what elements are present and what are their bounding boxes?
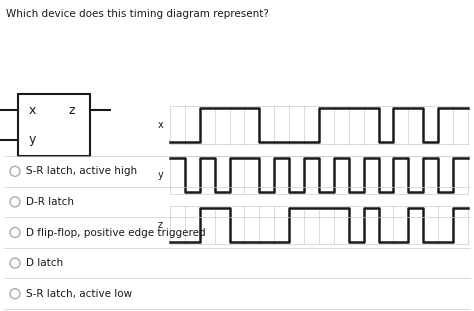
Text: z: z [158, 220, 163, 230]
Text: y: y [157, 170, 163, 180]
Text: Which device does this timing diagram represent?: Which device does this timing diagram re… [6, 9, 269, 19]
Text: S-R latch, active high: S-R latch, active high [26, 166, 137, 176]
Text: x: x [28, 104, 36, 117]
Bar [18, 94, 90, 156]
Text: x: x [157, 120, 163, 130]
Text: y: y [28, 133, 36, 146]
Text: D-R latch: D-R latch [26, 197, 74, 207]
Text: D flip-flop, positive edge triggered: D flip-flop, positive edge triggered [26, 228, 206, 238]
Text: D latch: D latch [26, 258, 63, 268]
Text: z: z [69, 104, 75, 117]
Text: S-R latch, active low: S-R latch, active low [26, 289, 132, 299]
